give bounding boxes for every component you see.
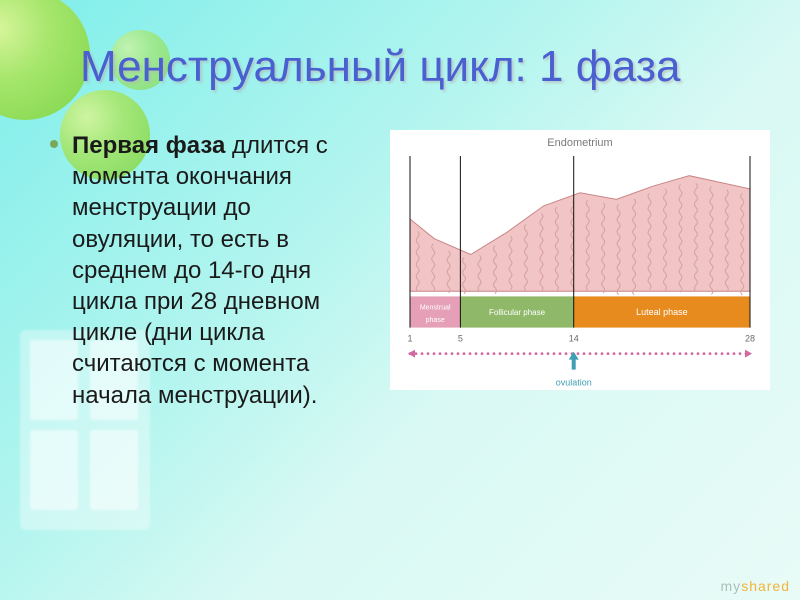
watermark-accent: shared — [741, 578, 790, 594]
svg-text:1: 1 — [407, 334, 412, 344]
bullet-item: Первая фаза длится с момента окончания м… — [50, 130, 350, 411]
endometrium-chart: Endometrium Menstrual phase Follicular phas… — [390, 130, 770, 390]
svg-text:Endometrium: Endometrium — [547, 137, 612, 149]
bullet-text: Первая фаза длится с момента окончания м… — [72, 130, 350, 411]
svg-text:Follicular phase: Follicular phase — [489, 308, 546, 317]
bullet-body: длится с момента окончания менструации д… — [72, 132, 328, 409]
watermark-prefix: my — [721, 578, 742, 594]
svg-text:5: 5 — [458, 334, 463, 344]
svg-text:phase: phase — [426, 317, 445, 324]
bullet-list: Первая фаза длится с момента окончания м… — [50, 130, 350, 411]
bullet-dot-icon — [50, 140, 58, 148]
svg-text:Luteal phase: Luteal phase — [636, 307, 688, 317]
svg-text:14: 14 — [569, 334, 579, 344]
watermark: myshared — [721, 578, 790, 594]
svg-text:Menstrual: Menstrual — [420, 305, 451, 312]
slide: Менструальный цикл: 1 фаза Первая фаза д… — [0, 0, 800, 600]
bullet-lead: Первая фаза — [72, 132, 225, 159]
chart-svg: Endometrium Menstrual phase Follicular phas… — [390, 130, 770, 390]
svg-text:ovulation: ovulation — [556, 378, 592, 388]
slide-title: Менструальный цикл: 1 фаза — [80, 42, 770, 92]
svg-text:28: 28 — [745, 334, 755, 344]
